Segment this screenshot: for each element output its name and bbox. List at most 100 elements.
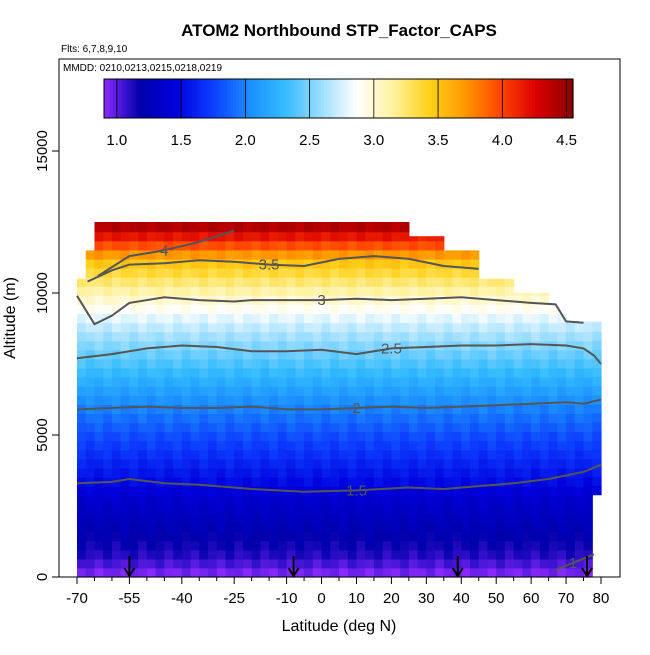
heatmap-cell [269, 540, 279, 551]
heatmap-cell [251, 504, 261, 514]
heatmap-cell [138, 486, 148, 496]
heatmap-cell [382, 440, 392, 451]
heatmap-cell [277, 540, 288, 551]
colorbar-segment [162, 79, 167, 118]
colorbar-segment [414, 79, 419, 118]
heatmap-cell [190, 422, 200, 433]
heatmap-cell [111, 531, 122, 542]
heatmap-cell [304, 522, 314, 533]
heatmap-cell [365, 449, 375, 460]
heatmap-cell [216, 386, 227, 396]
heatmap-cell [85, 367, 96, 378]
heatmap-cell [164, 286, 174, 296]
heatmap-cell [513, 522, 523, 533]
heatmap-cell [496, 331, 506, 342]
heatmap-cell [400, 413, 410, 424]
x-tick-label: -70 [66, 590, 88, 607]
heatmap-cell [138, 413, 148, 424]
heatmap-cell [531, 522, 541, 533]
heatmap-cell [531, 513, 541, 524]
heatmap-cell [522, 422, 532, 433]
heatmap-cell [373, 404, 384, 415]
heatmap-cell [190, 567, 200, 578]
heatmap-cell [129, 322, 139, 333]
heatmap-cell [400, 240, 410, 251]
heatmap-cell [347, 277, 358, 287]
colorbar-segment [171, 79, 175, 118]
heatmap-cell [199, 286, 209, 296]
heatmap-cell [321, 349, 331, 360]
heatmap-cell [138, 558, 148, 569]
heatmap-cell [146, 422, 157, 433]
y-axis-label: Altitude (m) [2, 277, 19, 359]
heatmap-cell [435, 504, 445, 514]
heatmap-cell [461, 531, 471, 542]
colorbar-segment [444, 79, 448, 118]
heatmap-cell [295, 422, 305, 433]
heatmap-cell [452, 349, 462, 360]
colorbar-segment [200, 79, 205, 118]
heatmap-cell [190, 440, 200, 451]
heatmap-cell [487, 404, 497, 415]
contour-line-2 [76, 398, 602, 411]
heatmap-cell [539, 395, 550, 405]
heatmap-cell [85, 395, 96, 405]
heatmap-cell [216, 540, 227, 551]
heatmap-cell [496, 477, 506, 487]
heatmap-cell [487, 431, 497, 442]
heatmap-cell [522, 440, 532, 451]
heatmap-cell [522, 567, 532, 578]
colorbar-segment [309, 79, 313, 118]
heatmap-cell [138, 231, 148, 242]
heatmap-cell [574, 413, 585, 424]
heatmap-cell [225, 286, 235, 296]
heatmap-cell [242, 522, 253, 533]
heatmap-cell [94, 395, 104, 405]
heatmap-cell [260, 349, 270, 360]
heatmap-cell [522, 358, 532, 369]
heatmap-cell [408, 431, 419, 442]
heatmap-cell [373, 531, 384, 542]
heatmap-cell [382, 404, 392, 415]
heatmap-cell [443, 495, 454, 505]
heatmap-cell [373, 304, 384, 315]
heatmap-cell [443, 322, 454, 333]
heatmap-cell [129, 567, 139, 578]
heatmap-cell [539, 304, 550, 315]
heatmap-cell [400, 377, 410, 387]
colorbar-segment [332, 79, 337, 118]
heatmap-cell [103, 240, 113, 251]
heatmap-cell [234, 358, 244, 369]
heatmap-cell [487, 440, 497, 451]
heatmap-cell [496, 413, 506, 424]
heatmap-cell [531, 567, 541, 578]
heatmap-cell [155, 386, 165, 396]
heatmap-cell [251, 240, 261, 251]
contour-label-1.5: 1.5 [346, 482, 367, 499]
heatmap-cell [356, 395, 366, 405]
heatmap-cell [120, 404, 130, 415]
heatmap-cell [120, 240, 130, 251]
heatmap-cell [208, 504, 218, 514]
colorbar-segment [253, 79, 258, 118]
heatmap-cell [522, 449, 532, 460]
colorbar-segment [487, 79, 492, 118]
heatmap-cell [120, 349, 130, 360]
heatmap-cell [129, 286, 139, 296]
colorbar-segment [543, 79, 548, 118]
heatmap-cell [155, 277, 165, 287]
heatmap-cell [234, 495, 244, 505]
heatmap-cell [365, 277, 375, 287]
heatmap-cell [234, 440, 244, 451]
heatmap-cell [382, 349, 392, 360]
heatmap-cell [478, 504, 489, 514]
heatmap-cell [365, 413, 375, 424]
heatmap-cell [181, 440, 192, 451]
heatmap-cell [277, 477, 288, 487]
heatmap-cell [478, 549, 489, 560]
heatmap-cell [347, 395, 358, 405]
x-tick-label: 50 [488, 590, 505, 607]
heatmap-cell [173, 358, 183, 369]
heatmap-cell [373, 513, 384, 524]
heatmap-cell [181, 567, 192, 578]
